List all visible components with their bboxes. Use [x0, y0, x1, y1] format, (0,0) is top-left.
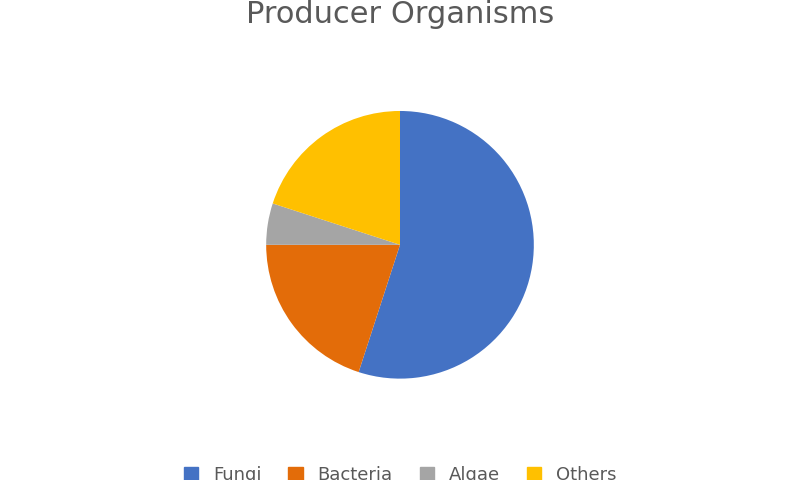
Wedge shape	[266, 245, 400, 372]
Wedge shape	[266, 204, 400, 245]
Wedge shape	[273, 111, 400, 245]
Legend: Fungi, Bacteria, Algae, Others: Fungi, Bacteria, Algae, Others	[184, 466, 616, 480]
Wedge shape	[358, 111, 534, 379]
Title: Producer Organisms: Producer Organisms	[246, 0, 554, 29]
